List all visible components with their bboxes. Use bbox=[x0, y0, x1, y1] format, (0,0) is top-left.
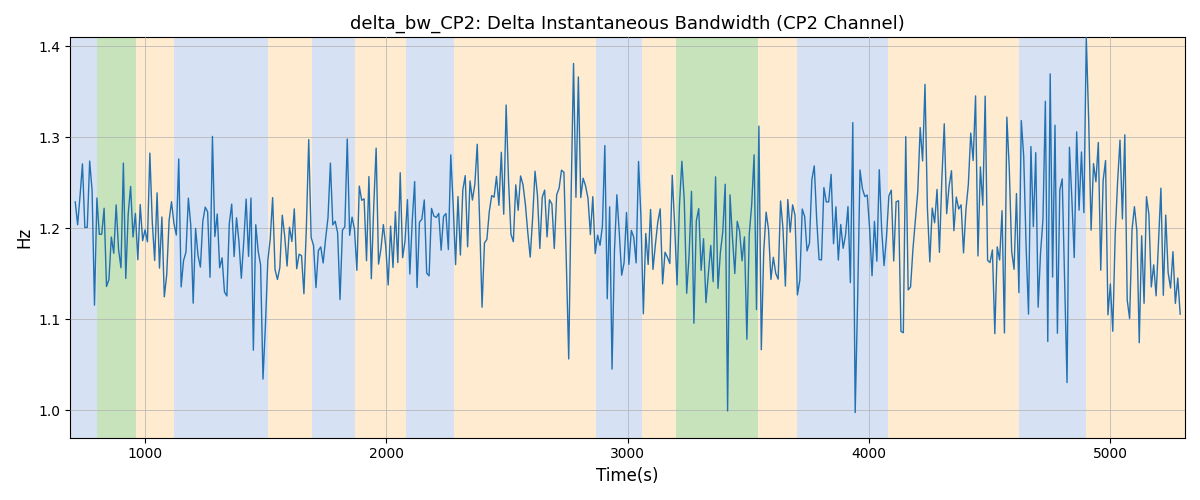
Bar bbox=[758, 38, 797, 438]
Bar bbox=[174, 38, 264, 438]
Y-axis label: Hz: Hz bbox=[14, 227, 32, 248]
Bar bbox=[136, 38, 174, 438]
Bar bbox=[888, 38, 1019, 438]
X-axis label: Time(s): Time(s) bbox=[596, 467, 659, 485]
Bar bbox=[797, 38, 888, 438]
Bar bbox=[676, 38, 758, 438]
Bar bbox=[1086, 38, 1184, 438]
Bar bbox=[355, 38, 406, 438]
Bar bbox=[71, 38, 97, 438]
Bar bbox=[596, 38, 642, 438]
Bar bbox=[406, 38, 454, 438]
Bar bbox=[269, 38, 312, 438]
Title: delta_bw_CP2: Delta Instantaneous Bandwidth (CP2 Channel): delta_bw_CP2: Delta Instantaneous Bandwi… bbox=[350, 15, 905, 34]
Bar bbox=[642, 38, 676, 438]
Bar bbox=[264, 38, 269, 438]
Bar bbox=[454, 38, 596, 438]
Bar bbox=[312, 38, 355, 438]
Bar bbox=[1019, 38, 1086, 438]
Bar bbox=[97, 38, 136, 438]
